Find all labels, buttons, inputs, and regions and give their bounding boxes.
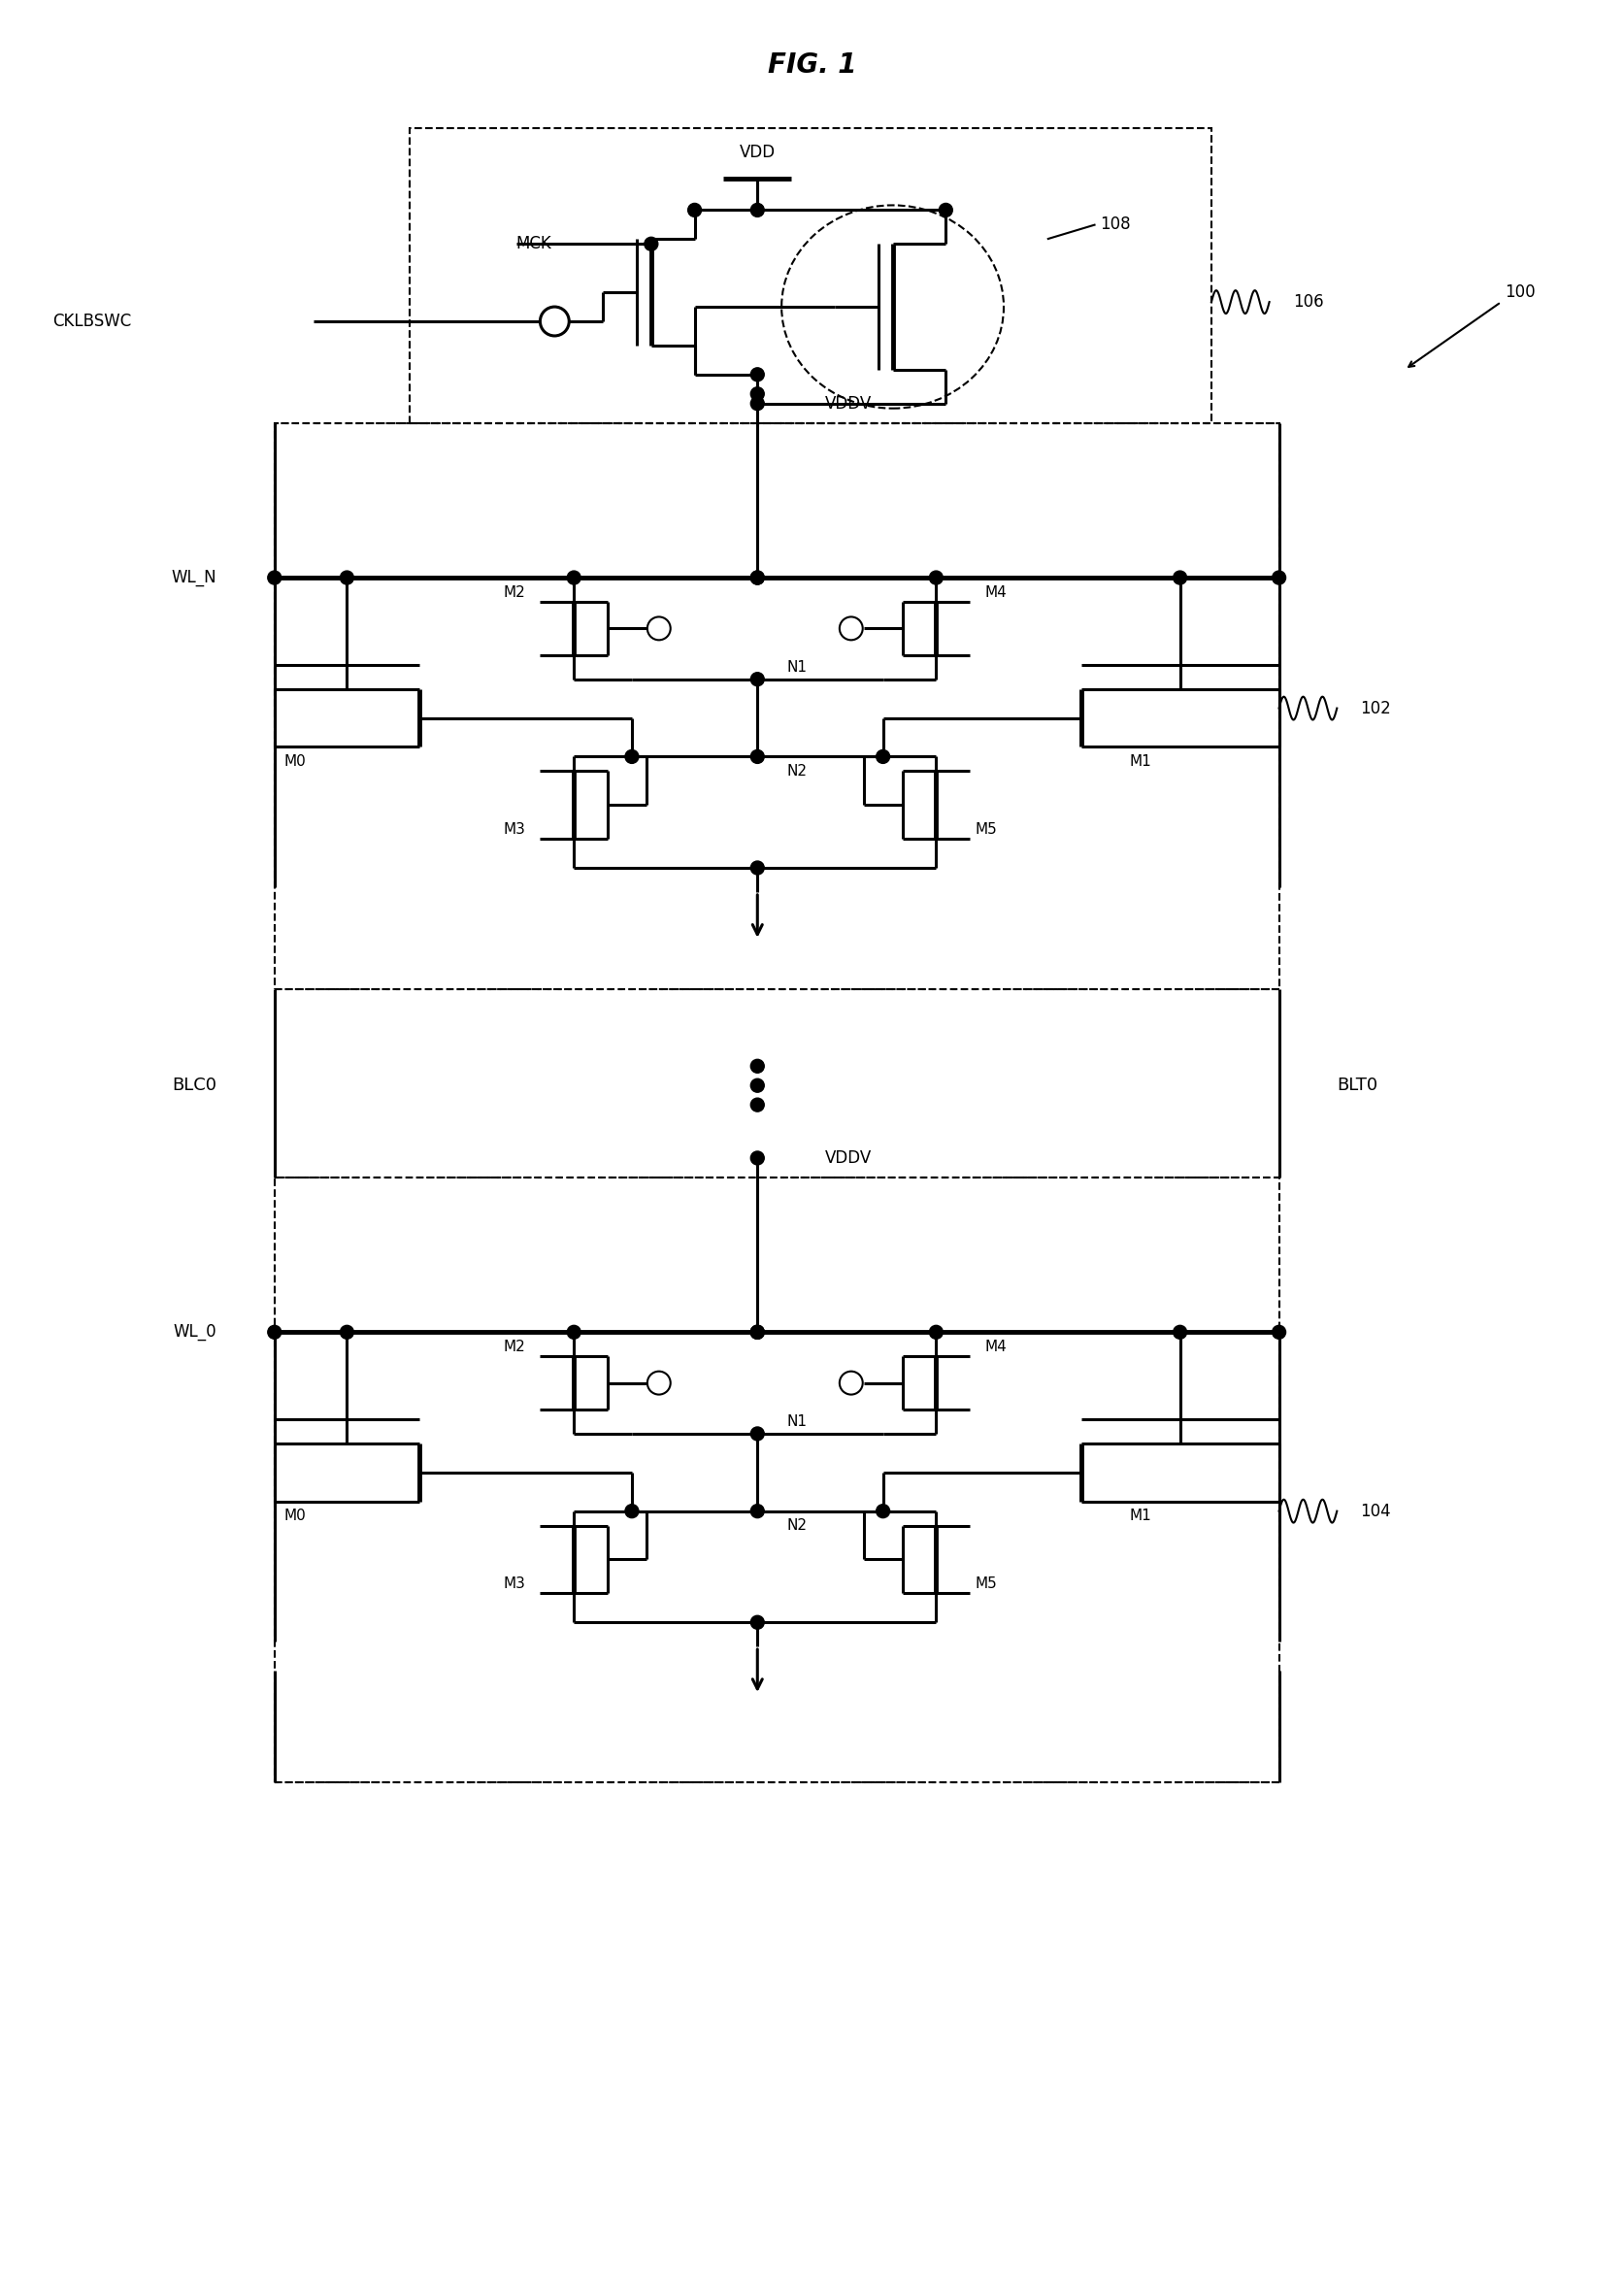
Circle shape (750, 751, 765, 762)
Circle shape (750, 1325, 765, 1339)
Circle shape (1173, 1325, 1187, 1339)
Text: CKLBSWC: CKLBSWC (52, 314, 132, 330)
Circle shape (750, 1504, 765, 1518)
Circle shape (1173, 570, 1187, 584)
Text: 102: 102 (1361, 700, 1392, 716)
Text: BLC0: BLC0 (172, 1076, 216, 1094)
Circle shape (750, 1151, 765, 1165)
Circle shape (567, 1325, 581, 1339)
Text: VDD: VDD (739, 144, 775, 160)
Text: M4: M4 (984, 1339, 1007, 1355)
Circle shape (750, 673, 765, 687)
Text: N1: N1 (786, 1415, 807, 1428)
Circle shape (877, 751, 890, 762)
Bar (274, 423, 1280, 989)
Bar (409, 128, 1212, 423)
Circle shape (750, 1616, 765, 1630)
Circle shape (750, 1325, 765, 1339)
Circle shape (645, 238, 658, 252)
Text: N1: N1 (786, 659, 807, 675)
Text: BLT0: BLT0 (1337, 1076, 1377, 1094)
Circle shape (268, 1325, 281, 1339)
Text: VDDV: VDDV (825, 1149, 872, 1167)
Text: 108: 108 (1099, 215, 1130, 233)
Text: FIG. 1: FIG. 1 (768, 50, 856, 78)
Circle shape (750, 570, 765, 584)
Circle shape (689, 204, 702, 217)
Circle shape (750, 396, 765, 410)
Text: M1: M1 (1129, 1508, 1151, 1522)
Circle shape (750, 570, 765, 584)
Circle shape (625, 1504, 638, 1518)
Circle shape (750, 387, 765, 401)
Circle shape (750, 1060, 765, 1074)
Bar (274, 1177, 1280, 1781)
Circle shape (625, 751, 638, 762)
Text: MCK: MCK (516, 236, 552, 252)
Text: VDDV: VDDV (825, 394, 872, 412)
Text: N2: N2 (786, 765, 807, 778)
Text: M0: M0 (284, 753, 307, 769)
Circle shape (929, 570, 944, 584)
Circle shape (1272, 570, 1286, 584)
Text: M2: M2 (503, 586, 526, 600)
Text: M2: M2 (503, 1339, 526, 1355)
Circle shape (567, 570, 581, 584)
Circle shape (339, 570, 354, 584)
Circle shape (339, 1325, 354, 1339)
Text: 106: 106 (1293, 293, 1324, 311)
Circle shape (750, 1078, 765, 1092)
Text: 100: 100 (1505, 284, 1536, 302)
Text: WL_0: WL_0 (174, 1323, 216, 1341)
Text: M4: M4 (984, 586, 1007, 600)
Circle shape (877, 1504, 890, 1518)
Circle shape (750, 204, 765, 217)
Circle shape (750, 1099, 765, 1112)
Text: M5: M5 (974, 1577, 997, 1591)
Text: M3: M3 (503, 822, 526, 835)
Text: M3: M3 (503, 1577, 526, 1591)
Circle shape (750, 1426, 765, 1440)
Circle shape (750, 861, 765, 874)
Text: M1: M1 (1129, 753, 1151, 769)
Text: 104: 104 (1361, 1502, 1390, 1520)
Circle shape (939, 204, 953, 217)
Text: M0: M0 (284, 1508, 307, 1522)
Circle shape (929, 1325, 944, 1339)
Text: WL_N: WL_N (171, 570, 216, 586)
Circle shape (750, 1325, 765, 1339)
Circle shape (750, 369, 765, 382)
Circle shape (1272, 1325, 1286, 1339)
Circle shape (268, 570, 281, 584)
Text: N2: N2 (786, 1518, 807, 1534)
Text: M5: M5 (974, 822, 997, 835)
